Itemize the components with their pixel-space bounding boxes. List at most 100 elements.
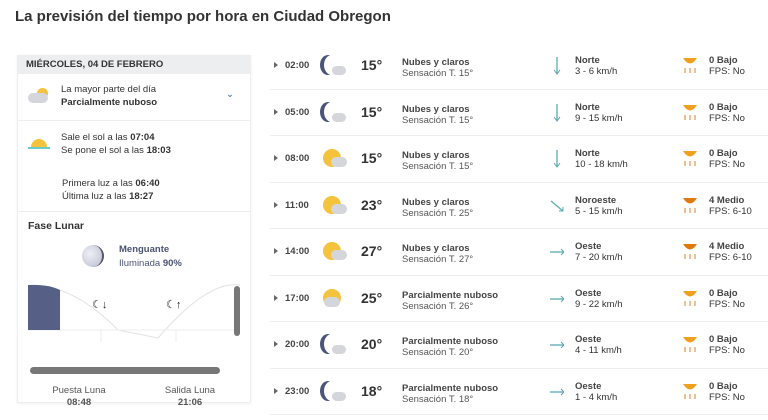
fps: FPS: No (709, 298, 745, 310)
wind-direction: Norte (575, 148, 600, 159)
hour-row[interactable]: 23:00 18° Parcialmente nuboso Sensación T… (270, 369, 768, 415)
vertical-scrollbar[interactable] (234, 286, 240, 336)
hour-row[interactable]: 20:00 20° Parcialmente nuboso Sensación T… (270, 322, 768, 369)
uv-index: 0 Bajo (709, 287, 738, 299)
wind-direction-icon (550, 248, 564, 256)
feels-like: Sensación T. 15° (402, 68, 474, 79)
hour-row[interactable]: 11:00 23° Nubes y claros Sensación T. 25°… (270, 183, 768, 229)
moon-cloud-partly-icon (322, 334, 348, 356)
temperature: 27° (361, 243, 383, 259)
moonset-icon: ☾↓ (92, 299, 107, 311)
wind-direction: Norte (575, 101, 600, 113)
fps: FPS: 6-10 (709, 252, 752, 263)
expand-caret-icon[interactable] (274, 108, 278, 115)
hour-row[interactable]: 14:00 27° Nubes y claros Sensación T. 27°… (270, 229, 768, 276)
uv-index: 4 Medio (709, 241, 745, 252)
chevron-down-icon[interactable]: ⌄ (226, 89, 234, 100)
fps: FPS: No (709, 159, 745, 170)
moon-title: Fase Lunar (28, 220, 85, 232)
expand-caret-icon[interactable] (274, 294, 278, 301)
wind-speed: 7 - 20 km/h (575, 252, 623, 263)
sunrise-label: Sale el sol a las (61, 132, 128, 143)
expand-caret-icon[interactable] (274, 155, 278, 161)
temperature: 15° (361, 103, 383, 120)
sunset-label: Se pone el sol a las (61, 145, 144, 156)
fps: FPS: 6-10 (709, 205, 752, 217)
temperature: 18° (361, 382, 383, 399)
sun-cloud-icon (322, 195, 348, 217)
wind-direction-icon (553, 150, 561, 168)
hour-time: 08:00 (285, 153, 310, 164)
uv-sun-icon (683, 244, 697, 259)
wind-speed: 5 - 15 km/h (575, 205, 623, 217)
sun-cloud-icon (322, 241, 348, 263)
fps: FPS: No (709, 391, 745, 403)
uv-sun-icon (683, 58, 697, 73)
last-light-label: Última luz a las (62, 191, 127, 202)
last-light-time: 18:27 (129, 191, 154, 202)
partly-cloudy-icon (28, 88, 50, 104)
expand-caret-icon[interactable] (274, 62, 278, 68)
day-summary-panel: MIÉRCOLES, 04 DE FEBRERO La mayor parte … (17, 55, 251, 408)
moonset-label: Puesta Luna (52, 385, 106, 396)
day-summary[interactable]: La mayor parte del día Parcialmente nubo… (18, 74, 250, 121)
wind-speed: 10 - 18 km/h (575, 159, 628, 170)
temperature: 25° (361, 289, 383, 306)
moonrise-label: Salida Luna (164, 385, 216, 396)
expand-caret-icon[interactable] (274, 387, 278, 394)
wind-direction-icon (550, 295, 564, 302)
uv-sun-icon (683, 290, 697, 306)
hour-row[interactable]: 17:00 25° Parcialmente nuboso Sensación T… (270, 276, 768, 322)
summary-value: Parcialmente nuboso (61, 97, 158, 108)
moon-section: Fase Lunar Menguante Iluminada 90% ☾↓ ☾↑… (18, 212, 250, 408)
uv-index: 0 Bajo (709, 148, 738, 159)
wind-speed: 9 - 15 km/h (575, 112, 623, 124)
moonset-time: 08:48 (66, 397, 92, 408)
wind-direction-icon (550, 388, 564, 395)
illumination-label: Iluminada (119, 258, 161, 269)
moonrise-time: 21:06 (177, 397, 203, 408)
moon-phase: Menguante (119, 244, 170, 255)
hour-row[interactable]: 02:00 15° Nubes y claros Sensación T. 15°… (270, 43, 768, 90)
uv-index: 0 Bajo (709, 55, 738, 66)
uv-index: 4 Medio (709, 194, 745, 206)
moonrise-icon: ☾↑ (166, 299, 181, 311)
uv-sun-icon (683, 104, 697, 120)
temperature: 23° (361, 196, 383, 213)
horizontal-scrollbar[interactable] (30, 367, 220, 374)
condition: Nubes y claros (402, 150, 470, 161)
uv-sun-icon (683, 337, 697, 352)
feels-like: Sensación T. 27° (402, 254, 474, 265)
expand-caret-icon[interactable] (274, 341, 278, 347)
feels-like: Sensación T. 26° (402, 300, 474, 312)
sunset-time: 18:03 (146, 145, 171, 156)
uv-index: 0 Bajo (709, 380, 738, 392)
wind-direction: Noroeste (575, 194, 617, 206)
day-header: MIÉRCOLES, 04 DE FEBRERO (18, 56, 250, 74)
fps: FPS: No (709, 112, 745, 124)
temperature: 15° (361, 57, 383, 73)
condition: Nubes y claros (402, 57, 470, 68)
hour-time: 05:00 (285, 106, 310, 118)
feels-like: Sensación T. 15° (402, 161, 474, 172)
fps: FPS: No (709, 66, 745, 77)
wind-speed: 3 - 6 km/h (575, 66, 618, 77)
expand-caret-icon[interactable] (274, 248, 278, 254)
hour-row[interactable]: 05:00 15° Nubes y claros Sensación T. 15°… (270, 90, 768, 136)
wind-speed: 9 - 22 km/h (575, 298, 623, 310)
first-light-time: 06:40 (135, 178, 160, 189)
expand-caret-icon[interactable] (274, 201, 278, 208)
hour-time: 20:00 (285, 339, 310, 350)
moon-visible-area (28, 284, 60, 330)
moon-cloud-partly-icon (322, 381, 348, 403)
hour-time: 11:00 (285, 199, 309, 211)
wind-speed: 4 - 11 km/h (575, 345, 622, 356)
hour-row[interactable]: 08:00 15° Nubes y claros Sensación T. 15°… (270, 136, 768, 183)
condition: Parcialmente nuboso (402, 336, 499, 347)
moon-cloud-icon (322, 55, 348, 77)
moon-path-chart: ☾↓ ☾↑ (28, 284, 240, 342)
wind-direction-icon (550, 200, 564, 211)
uv-index: 0 Bajo (709, 101, 738, 113)
condition: Nubes y claros (402, 243, 470, 254)
wind-direction-icon (553, 103, 561, 122)
